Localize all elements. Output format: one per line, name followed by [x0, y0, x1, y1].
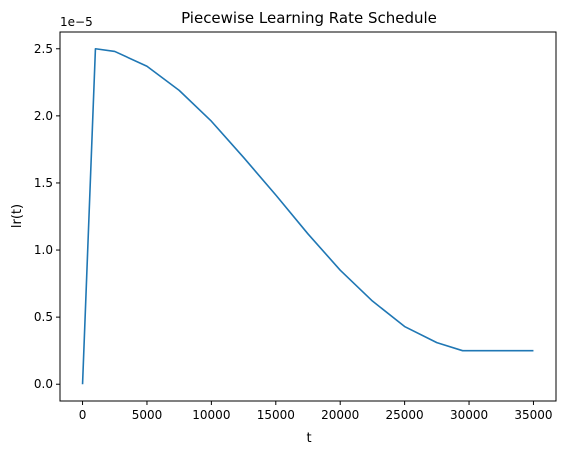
y-offset-label: 1e−5: [60, 15, 93, 29]
x-tick-label: 0: [79, 408, 87, 422]
x-tick-label: 15000: [257, 408, 295, 422]
x-tick-label: 10000: [192, 408, 230, 422]
y-tick-label: 2.5: [34, 42, 53, 56]
series-line-0: [81, 47, 534, 385]
x-tick-label: 30000: [450, 408, 488, 422]
plot-area: [81, 47, 534, 385]
plot-frame: [59, 31, 557, 402]
y-tick-label: 2.0: [34, 109, 53, 123]
y-tick-label: 1.0: [34, 243, 53, 257]
x-tick-label: 25000: [386, 408, 424, 422]
x-tick-label: 20000: [321, 408, 359, 422]
y-tick-label: 0.5: [34, 310, 53, 324]
x-tick-label: 35000: [514, 408, 552, 422]
x-axis-ticks: 0 5000 10000 15000 20000 25000 30000 35000: [79, 401, 553, 422]
y-tick-label: 1.5: [34, 176, 53, 190]
x-axis-label: t: [306, 431, 311, 446]
x-tick-label: 5000: [132, 408, 163, 422]
y-tick-label: 0.0: [34, 377, 53, 391]
y-axis-label: lr(t): [10, 204, 25, 228]
chart-title: Piecewise Learning Rate Schedule: [181, 9, 437, 27]
y-axis-ticks: 0.0 0.5 1.0 1.5 2.0 2.5: [34, 42, 60, 391]
